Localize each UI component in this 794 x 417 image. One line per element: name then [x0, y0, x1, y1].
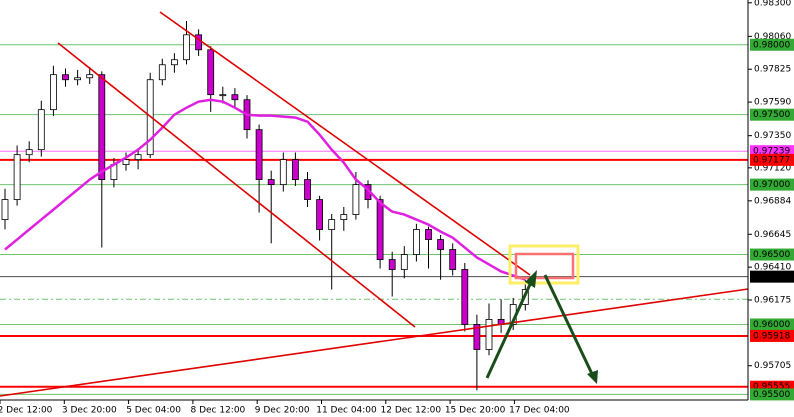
candle-body	[122, 159, 130, 166]
candle-body	[50, 74, 57, 111]
y-tick-label: 0.95705	[754, 361, 791, 371]
candle-body	[231, 94, 239, 101]
candle-body	[219, 94, 227, 97]
candle-body	[340, 214, 348, 220]
candle-body	[291, 159, 299, 180]
candle-body	[86, 74, 94, 79]
level-label: 0.95918	[753, 331, 790, 341]
y-tick-label: 0.97590	[754, 98, 791, 108]
candle-body	[13, 154, 21, 200]
level-label: 0.96000	[753, 320, 790, 330]
candle-body	[37, 109, 45, 151]
x-tick-label: 3 Dec 20:00	[62, 406, 117, 416]
candle-body	[304, 179, 311, 200]
level-label: 0.96342	[753, 272, 790, 282]
level-label-box	[750, 38, 794, 51]
candle-body	[449, 249, 457, 270]
candle-body	[207, 49, 215, 96]
level-label: 0.96500	[753, 250, 790, 260]
y-tick-label: 0.97120	[754, 163, 791, 173]
candle-body	[134, 154, 142, 160]
arrow	[485, 279, 534, 379]
candle-body	[267, 179, 275, 186]
level-label: 0.95555	[753, 382, 790, 392]
y-tick-label: 0.97350	[754, 131, 791, 141]
level-label: 0.97000	[753, 180, 790, 190]
x-tick-label: 11 Dec 04:00	[316, 406, 377, 416]
candle-body	[412, 229, 420, 255]
candle-body	[158, 64, 166, 81]
x-tick-label: 9 Dec 20:00	[255, 406, 310, 416]
candle-body	[183, 34, 190, 61]
arrow-head	[587, 370, 598, 384]
arrow-head	[525, 270, 537, 288]
x-tick-label: 8 Dec 12:00	[190, 406, 245, 416]
candle-body	[473, 324, 481, 350]
y-tick-label: 0.96645	[754, 230, 791, 240]
candle-body	[170, 59, 178, 66]
level-label-box	[750, 270, 794, 283]
trend-line	[57, 42, 416, 328]
x-tick-label: 17 Dec 04:00	[509, 406, 570, 416]
candle-body	[328, 219, 336, 230]
candle-body	[1, 199, 9, 220]
x-tick-label: 12 Dec 12:00	[381, 406, 442, 416]
candle-body	[316, 199, 324, 230]
candle-body	[437, 239, 445, 250]
level-label: 0.95500	[753, 390, 790, 400]
arrow	[543, 274, 595, 377]
y-tick-label: 0.97825	[754, 65, 791, 75]
y-tick-label: 0.96175	[754, 296, 791, 306]
candle-body	[74, 77, 81, 81]
candle-body	[425, 229, 432, 240]
candle-body	[352, 184, 360, 215]
level-label-box	[750, 329, 794, 342]
candle-body	[485, 319, 493, 350]
moving-average	[4, 98, 526, 281]
x-tick-label: 5 Dec 04:00	[126, 406, 181, 416]
trend-line	[159, 11, 531, 276]
level-label-box	[750, 108, 794, 121]
x-tick-label: 2 Dec 12:00	[0, 406, 53, 416]
candle-body	[461, 269, 469, 325]
zone-box	[514, 252, 575, 280]
candle-body	[25, 149, 33, 156]
level-label-box	[750, 178, 794, 191]
y-tick-label: 0.96884	[754, 196, 791, 206]
candle-body	[400, 254, 408, 270]
x-tick-label: 15 Dec 20:00	[445, 406, 506, 416]
y-tick-label: 0.98300	[754, 0, 791, 8]
level-label-box	[750, 318, 794, 331]
candle-body	[376, 199, 384, 260]
level-label-box	[750, 153, 794, 166]
zone-box	[508, 244, 580, 285]
drawings	[0, 11, 749, 397]
candle-body	[279, 159, 287, 186]
candle-body	[255, 129, 263, 180]
trend-line	[0, 288, 749, 397]
level-label: 0.97239	[753, 147, 790, 157]
y-tick-label: 0.96410	[754, 263, 791, 273]
level-label-box	[750, 248, 794, 261]
level-label-box	[750, 388, 794, 401]
y-tick-label: 0.98060	[754, 32, 791, 42]
candle-body	[62, 74, 69, 81]
level-label: 0.97500	[753, 110, 790, 120]
candle-body	[388, 259, 396, 270]
level-label: 0.98000	[753, 40, 790, 50]
candle-body	[98, 74, 106, 180]
level-label: 0.97177	[753, 155, 790, 165]
